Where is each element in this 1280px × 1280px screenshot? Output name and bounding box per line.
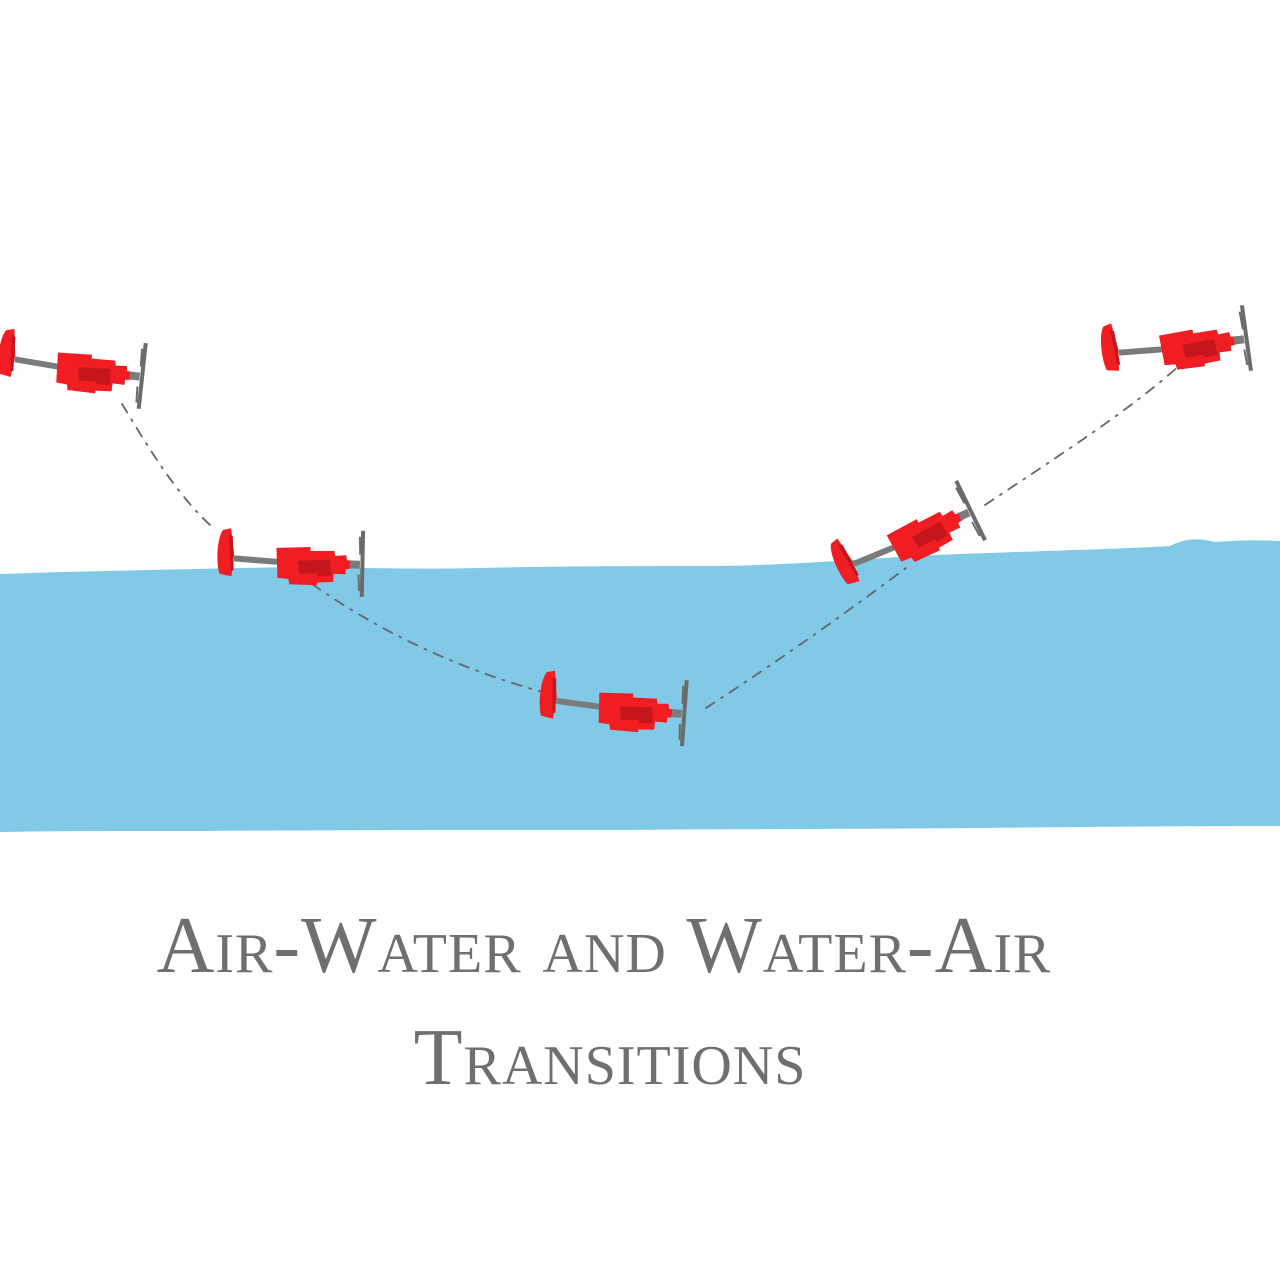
trajectory-air-descent — [121, 403, 211, 526]
caption-line-2: Transitions — [413, 1014, 807, 1102]
caption-line-1: Air-Water and Water-Air — [156, 902, 1052, 990]
vehicle-air-start — [0, 325, 149, 410]
trajectory-underwater — [311, 583, 551, 695]
trajectory-rise — [705, 564, 911, 709]
water-surface — [0, 539, 1280, 832]
trajectory-air-ascent — [984, 364, 1181, 506]
vehicle-air-end — [1098, 304, 1253, 389]
